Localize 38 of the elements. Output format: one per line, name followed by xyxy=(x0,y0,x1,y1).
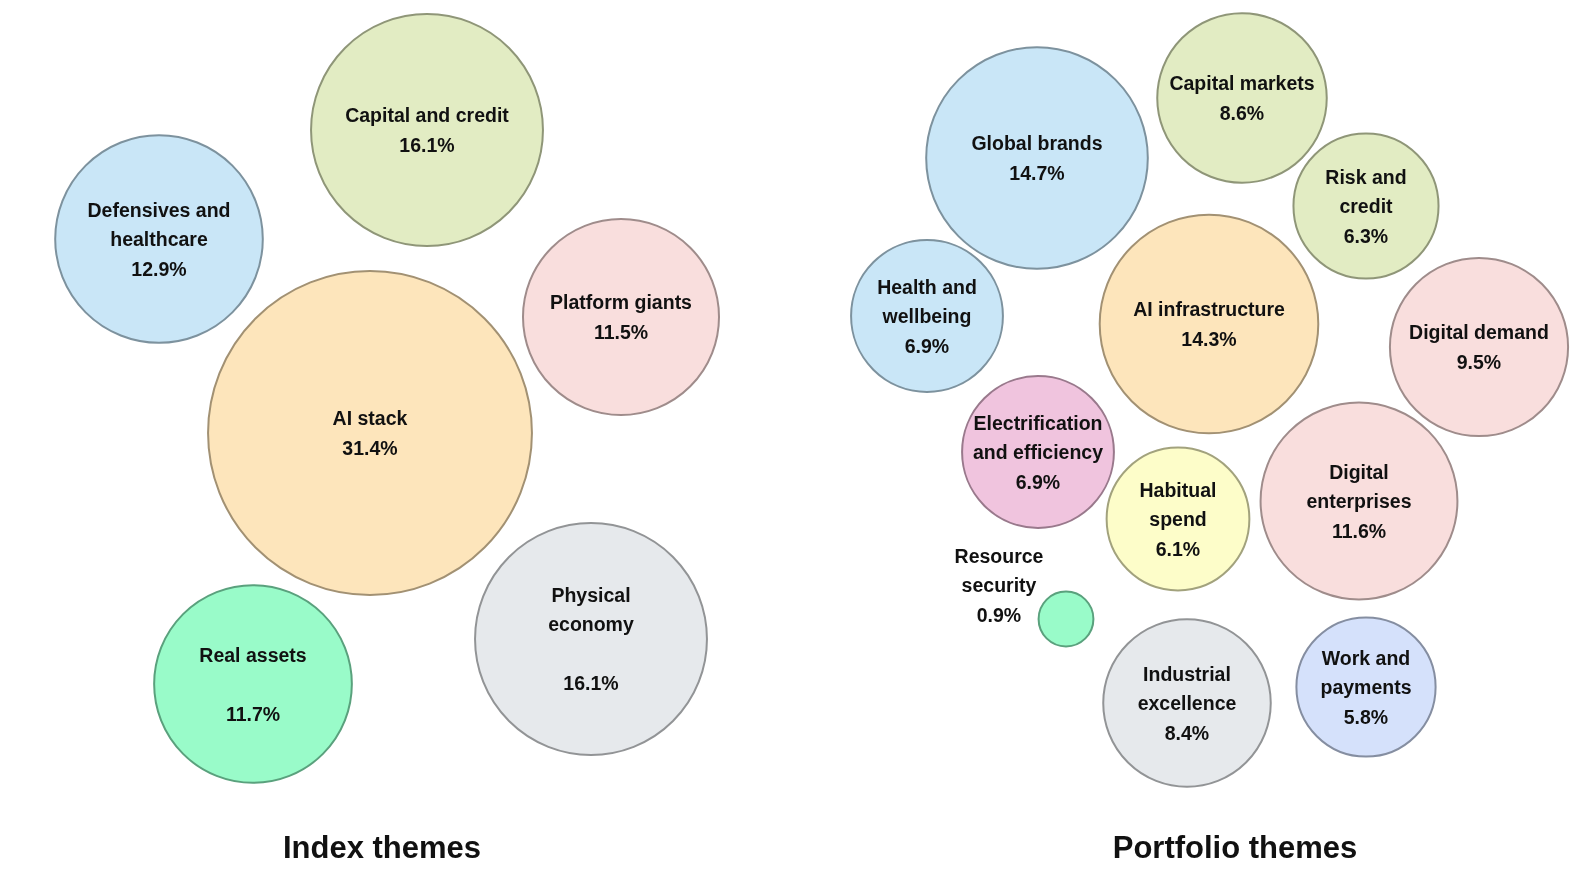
category-label: Habitual spend xyxy=(1139,478,1217,530)
data-label: 11.6% xyxy=(1331,519,1387,542)
category-label: Defensives and healthcare xyxy=(87,198,231,250)
data-label: 14.3% xyxy=(1181,327,1237,350)
data-label: 6.3% xyxy=(1343,224,1389,247)
text: Index themes xyxy=(281,830,483,866)
data-label: 6.9% xyxy=(1015,470,1061,493)
data-label: 5.8% xyxy=(1343,705,1389,728)
category-label: Digital enterprises xyxy=(1306,460,1412,512)
text: Portfolio themes xyxy=(1111,830,1359,866)
category-label: Health and wellbeing xyxy=(877,275,977,327)
category-label: Platform giants xyxy=(550,291,693,314)
data-label: 8.6% xyxy=(1219,101,1265,124)
category-label: Digital demand xyxy=(1409,321,1549,344)
data-label: 12.9% xyxy=(131,257,187,280)
data-label: 8.4% xyxy=(1164,721,1210,744)
data-label: 16.1% xyxy=(399,133,455,156)
data-label: 9.5% xyxy=(1456,350,1502,373)
category-label: Risk and credit xyxy=(1325,165,1407,217)
data-label: 6.9% xyxy=(904,334,950,357)
category-label: Industrial excellence xyxy=(1137,662,1237,714)
data-label: 0.9% xyxy=(976,603,1022,626)
category-label: Real assets xyxy=(199,643,307,666)
data-label: 6.1% xyxy=(1155,537,1201,560)
data-label: 11.5% xyxy=(593,320,649,343)
category-label: Work and payments xyxy=(1320,646,1412,698)
category-label: Electrification and efficiency xyxy=(972,411,1104,463)
data-label: 11.7% xyxy=(225,702,281,725)
category-label: AI infrastructure xyxy=(1133,298,1285,321)
category-label: Capital markets xyxy=(1169,72,1315,95)
category-label: Global brands xyxy=(971,132,1103,155)
data-label: 14.7% xyxy=(1009,161,1065,184)
category-label: Resource security xyxy=(954,544,1044,596)
data-label: 16.1% xyxy=(563,672,619,695)
category-label: Capital and credit xyxy=(345,104,510,127)
category-label: Physical economy xyxy=(548,583,634,636)
category-label: AI stack xyxy=(332,407,408,430)
data-label: 31.4% xyxy=(342,436,398,459)
